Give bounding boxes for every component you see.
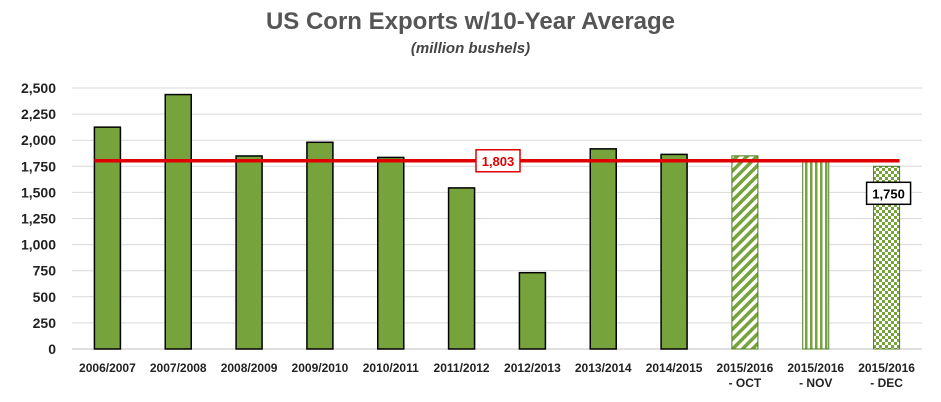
y-tick-label: 1,250 <box>21 211 56 227</box>
bar <box>306 141 334 350</box>
bar <box>235 155 263 350</box>
bar <box>589 148 617 350</box>
bar <box>447 187 476 350</box>
last-bar-label-box <box>865 181 912 206</box>
bar <box>731 155 759 350</box>
x-tick-label: 2013/2014 <box>575 361 632 375</box>
x-tick-label: 2012/2013 <box>504 361 561 375</box>
bar <box>377 156 405 350</box>
x-tick-label: 2015/2016 <box>787 361 844 375</box>
y-tick-label: 2,500 <box>21 80 56 96</box>
last-bar-label: 1,750 <box>872 186 905 201</box>
average-label: 1,803 <box>482 154 515 169</box>
bar <box>518 271 547 350</box>
y-tick-label: 2,000 <box>21 132 56 148</box>
bars <box>93 93 901 350</box>
x-tick-label: 2015/2016 <box>858 361 915 375</box>
y-tick-label: 1,500 <box>21 184 56 200</box>
y-tick-label: 2,250 <box>21 106 56 122</box>
x-tick-label: 2006/2007 <box>79 361 136 375</box>
bar <box>93 126 122 350</box>
average-label-box <box>475 149 521 173</box>
gridlines <box>72 87 922 350</box>
y-tick-label: 1,750 <box>21 158 56 174</box>
x-tick-label: - NOV <box>799 376 832 390</box>
x-tick-label: 2009/2010 <box>292 361 349 375</box>
x-tick-label: 2015/2016 <box>717 361 774 375</box>
chart-title: US Corn Exports w/10-Year Average <box>265 8 676 35</box>
average-line-group: 1,803 1,750 <box>94 149 912 206</box>
x-tick-label: 2007/2008 <box>150 361 207 375</box>
y-tick-label: 500 <box>33 289 57 305</box>
y-tick-label: 250 <box>33 315 57 331</box>
chart-subtitle: (million bushels) <box>410 40 531 57</box>
x-tick-label: 2008/2009 <box>221 361 278 375</box>
y-tick-label: 750 <box>33 263 57 279</box>
bar <box>660 153 688 350</box>
bar <box>802 160 830 350</box>
y-tick-label: 1,000 <box>21 237 56 253</box>
x-tick-label: 2011/2012 <box>434 361 490 375</box>
y-axis-ticks: 0 250 500 750 1,000 1,250 1,500 1,750 2,000 2,250… <box>21 80 56 357</box>
y-tick-label: 0 <box>48 341 56 357</box>
x-axis-ticks: 2006/2007 2007/2008 2008/2009 2009/2010 2010… <box>79 361 915 390</box>
x-tick-label: 2014/2015 <box>646 361 703 375</box>
x-tick-label: - DEC <box>870 376 903 390</box>
x-tick-label: 2010/2011 <box>363 361 419 375</box>
x-tick-label: - OCT <box>729 376 762 390</box>
bar <box>164 93 192 350</box>
